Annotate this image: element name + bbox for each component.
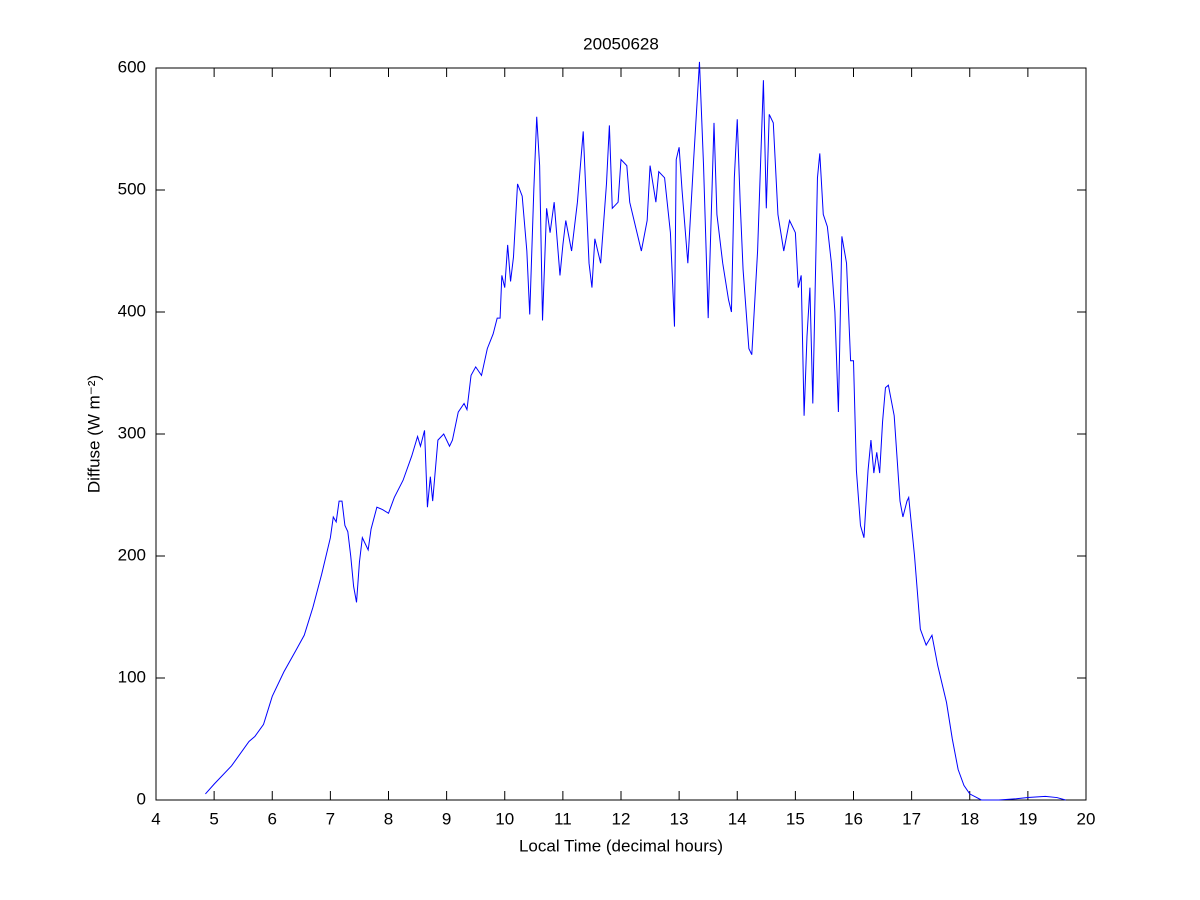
y-tick-label: 600 <box>118 57 146 76</box>
x-tick-label: 7 <box>326 809 335 828</box>
chart-title: 20050628 <box>583 34 659 53</box>
x-tick-label: 20 <box>1077 809 1096 828</box>
y-tick-label: 200 <box>118 545 146 564</box>
plot-frame <box>155 67 1087 801</box>
x-tick-label: 17 <box>902 809 921 828</box>
x-axis-label: Local Time (decimal hours) <box>519 836 723 855</box>
x-tick-label: 11 <box>554 809 572 828</box>
x-tick-label: 9 <box>442 809 451 828</box>
x-tick-label: 15 <box>786 809 805 828</box>
x-tick-label: 8 <box>384 809 393 828</box>
y-tick-label: 100 <box>118 667 146 686</box>
y-tick-label: 500 <box>118 179 146 198</box>
y-tick-label: 400 <box>118 301 146 320</box>
x-tick-label: 12 <box>612 809 631 828</box>
data-line <box>205 61 1066 801</box>
x-tick-label: 18 <box>960 809 979 828</box>
x-tick-label: 4 <box>151 809 160 828</box>
x-tick-label: 6 <box>268 809 277 828</box>
y-axis-label: Diffuse (W m⁻²) <box>84 375 103 493</box>
x-tick-label: 19 <box>1018 809 1037 828</box>
x-tick-label: 16 <box>844 809 863 828</box>
x-tick-label: 14 <box>728 809 747 828</box>
y-tick-label: 0 <box>137 789 146 808</box>
x-tick-label: 10 <box>495 809 514 828</box>
x-tick-label: 5 <box>209 809 218 828</box>
x-tick-label: 13 <box>670 809 689 828</box>
y-tick-label: 300 <box>118 423 146 442</box>
